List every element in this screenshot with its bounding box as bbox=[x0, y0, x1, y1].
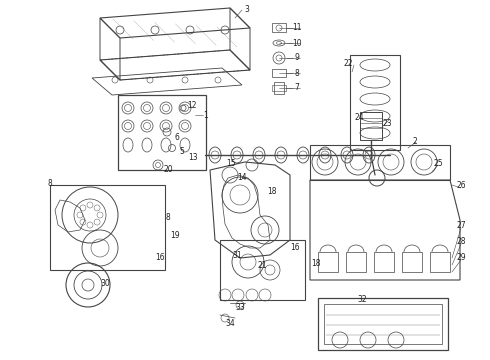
Text: 26: 26 bbox=[456, 181, 466, 190]
Bar bbox=[274, 82, 284, 94]
Text: 31: 31 bbox=[232, 251, 242, 260]
Text: 16: 16 bbox=[155, 253, 165, 262]
Text: 16: 16 bbox=[290, 243, 300, 252]
Bar bbox=[272, 23, 286, 32]
Bar bbox=[272, 69, 286, 77]
Text: 1: 1 bbox=[204, 111, 208, 120]
Text: 2: 2 bbox=[413, 138, 417, 147]
Text: 8: 8 bbox=[166, 213, 171, 222]
Text: 22: 22 bbox=[343, 58, 353, 68]
Text: 34: 34 bbox=[225, 319, 235, 328]
Bar bbox=[272, 85, 286, 91]
Text: 25: 25 bbox=[433, 158, 443, 167]
Text: 3: 3 bbox=[245, 5, 249, 14]
Bar bbox=[50, 185, 165, 270]
Bar bbox=[350, 55, 400, 150]
Bar bbox=[430, 252, 450, 272]
Bar bbox=[324, 304, 442, 344]
Text: 13: 13 bbox=[188, 153, 198, 162]
Text: 5: 5 bbox=[179, 148, 184, 157]
Text: 14: 14 bbox=[237, 172, 247, 181]
Text: 29: 29 bbox=[456, 253, 466, 262]
Text: 30: 30 bbox=[100, 279, 110, 288]
Text: 32: 32 bbox=[357, 296, 367, 305]
Text: 18: 18 bbox=[311, 258, 321, 267]
Bar bbox=[318, 252, 338, 272]
Text: 27: 27 bbox=[456, 220, 466, 230]
Text: 8: 8 bbox=[48, 179, 52, 188]
Text: 19: 19 bbox=[170, 230, 180, 239]
Text: 10: 10 bbox=[292, 39, 302, 48]
Text: 23: 23 bbox=[382, 118, 392, 127]
Text: 9: 9 bbox=[294, 54, 299, 63]
Text: 11: 11 bbox=[292, 23, 302, 32]
Bar bbox=[374, 252, 394, 272]
Text: 24: 24 bbox=[354, 113, 364, 122]
Text: 28: 28 bbox=[456, 238, 466, 247]
Bar bbox=[360, 112, 382, 140]
Text: 6: 6 bbox=[174, 132, 179, 141]
Text: 15: 15 bbox=[226, 158, 236, 167]
Bar bbox=[118, 95, 206, 170]
Text: 33: 33 bbox=[235, 303, 245, 312]
Text: 21: 21 bbox=[257, 261, 267, 270]
Bar bbox=[318, 298, 448, 350]
Text: 12: 12 bbox=[187, 100, 197, 109]
Text: 8: 8 bbox=[294, 68, 299, 77]
Bar bbox=[220, 240, 305, 300]
Text: 18: 18 bbox=[267, 188, 277, 197]
Text: 7: 7 bbox=[294, 84, 299, 93]
Bar bbox=[402, 252, 422, 272]
Text: 20: 20 bbox=[163, 166, 173, 175]
Bar bbox=[346, 252, 366, 272]
